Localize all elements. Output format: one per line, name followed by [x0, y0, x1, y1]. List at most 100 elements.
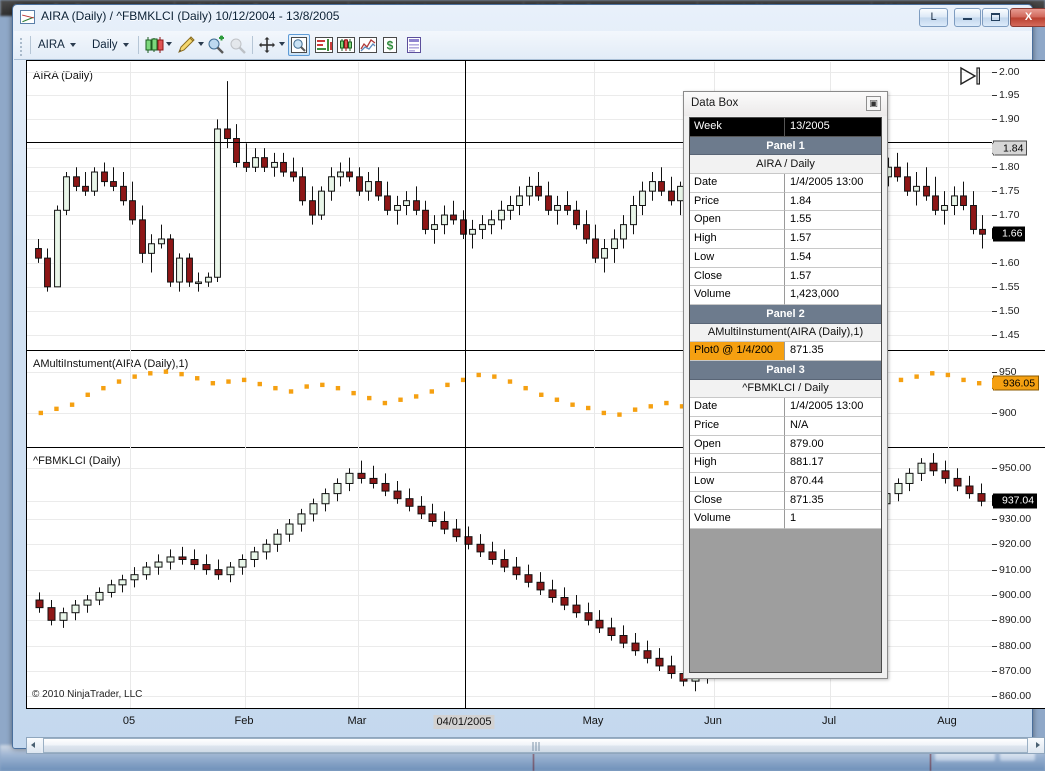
axis-tick-label: 1.55 [999, 281, 1020, 293]
data-box-key: Volume [690, 510, 785, 530]
axis-tick [992, 519, 997, 520]
data-box-key: Price [690, 417, 785, 436]
data-box-value: 1/4/2005 13:00 [785, 398, 881, 417]
data-box-value: 1.57 [785, 267, 881, 287]
data-box-row: Close 1.57 [690, 267, 881, 287]
data-box-row: Price N/A [690, 417, 881, 436]
data-box-key: High [690, 230, 785, 249]
data-box-key: Low [690, 248, 785, 268]
data-box-key: Low [690, 473, 785, 492]
axis-tick [992, 311, 997, 312]
data-box-row: Volume 1,423,000 [690, 286, 881, 305]
panel-3-label: ^FBMKLCI (Daily) [33, 455, 121, 467]
data-box-row: Date 1/4/2005 13:00 [690, 174, 881, 193]
end-of-data-icon [958, 66, 984, 86]
axis-tick-label: 1.45 [999, 329, 1020, 341]
data-box-instrument-row: AIRA / Daily [690, 155, 881, 175]
data-box-row: Volume 1 [690, 510, 881, 530]
minimize-button[interactable] [954, 8, 981, 27]
zoom-out-icon[interactable] [228, 35, 248, 55]
data-box-row: Date 1/4/2005 13:00 [690, 398, 881, 417]
background-decoration [0, 745, 1045, 771]
price-marker-label: 1.84 [1003, 142, 1024, 155]
close-icon[interactable]: ▣ [866, 96, 881, 111]
data-box-row: Price 1.84 [690, 192, 881, 212]
axis-tick [992, 167, 997, 168]
data-box-instrument-row: ^FBMKLCI / Daily [690, 379, 881, 399]
data-box-week-row: Week 13/2005 [690, 118, 881, 137]
panel-header-label: Panel 3 [766, 363, 805, 376]
instrument-label: AIRA / Daily [756, 158, 815, 171]
drawing-tools-dropdown-arrow[interactable] [198, 42, 204, 46]
scrollbar-thumb[interactable] [43, 738, 1028, 753]
data-box-row: High 881.17 [690, 454, 881, 474]
candlestick-style-icon[interactable] [144, 35, 164, 55]
instrument-overlay-icon[interactable] [336, 35, 356, 55]
axis-tick-label: 870.00 [999, 665, 1032, 677]
data-box-title-bar: Data Box ▣ [684, 92, 887, 116]
zoom-in-icon[interactable] [206, 35, 226, 55]
axis-tick-label: 860.00 [999, 690, 1032, 702]
data-box-key: Plot0 @ 1/4/200 [690, 342, 785, 361]
data-box-panel-header: Panel 1 [690, 136, 881, 156]
data-box-value: 1.55 [785, 211, 881, 231]
date-axis-label: Jul [821, 715, 837, 727]
interval-label: Daily [92, 39, 118, 51]
properties-icon[interactable] [404, 35, 424, 55]
axis-tick-label: 900.00 [999, 589, 1032, 601]
price-axis[interactable]: 2.00 1.95 1.90 1.80 1.75 1.70 1.60 1.55 1.50 1.45… [992, 60, 1045, 709]
crosshair-icon[interactable] [257, 35, 277, 55]
data-box-value: 870.44 [785, 473, 881, 492]
date-axis-label: Mar [347, 715, 367, 727]
indicator-icon[interactable] [358, 35, 378, 55]
axis-tick [992, 646, 997, 647]
restore-window-button[interactable]: L [919, 8, 948, 27]
horizontal-price-line [27, 142, 992, 143]
axis-tick-label: 920.00 [999, 538, 1032, 550]
drawing-pencil-icon[interactable] [176, 35, 196, 55]
panel-header-label: Panel 1 [766, 139, 805, 152]
data-box-panel[interactable]: Data Box ▣ Week 13/2005 Panel 1 AIRA / Dail… [683, 91, 888, 679]
date-axis-label: Feb [234, 715, 254, 727]
window-title: AIRA (Daily) / ^FBMKLCI (Daily) 10/12/20… [41, 9, 340, 23]
axis-tick [992, 95, 997, 96]
scroll-right-button[interactable] [1030, 738, 1044, 753]
crosshair-date-label: 04/01/2005 [433, 715, 495, 729]
panel-separator [27, 350, 992, 351]
dollar-icon[interactable]: $ [380, 35, 400, 55]
candlestick-style-dropdown-arrow[interactable] [166, 42, 172, 46]
axis-tick-label: 1.80 [999, 161, 1020, 173]
axis-tick-label: 1.60 [999, 257, 1020, 269]
toolbar-grip[interactable] [20, 38, 23, 56]
axis-tick [992, 570, 997, 571]
chart-area[interactable]: AIRA (Daily) AMultiInstument(AIRA (Daily… [26, 60, 1045, 735]
data-box-row: Low 870.44 [690, 473, 881, 492]
data-box-key: Date [690, 398, 785, 417]
axis-tick [992, 544, 997, 545]
data-box-value: 1.57 [785, 230, 881, 249]
close-button[interactable]: X [1010, 8, 1045, 27]
scroll-left-button[interactable] [27, 738, 41, 753]
crosshair-dropdown-arrow[interactable] [279, 42, 285, 46]
data-box-icon[interactable] [288, 34, 310, 56]
maximize-button[interactable] [982, 8, 1009, 27]
data-box-empty-area [690, 529, 881, 672]
axis-tick [992, 372, 997, 373]
date-axis: 05 Feb Mar 04/01/2005 May Jun Jul Aug [26, 710, 1045, 736]
chart-horizontal-scrollbar[interactable] [26, 737, 1045, 754]
data-box-key: Volume [690, 286, 785, 305]
data-box-value: 871.35 [785, 491, 881, 511]
axis-tick [992, 335, 997, 336]
crosshair-vertical-line [465, 61, 466, 708]
data-box-key: Date [690, 174, 785, 193]
interval-selector[interactable]: Daily [92, 36, 129, 54]
instrument-selector[interactable]: AIRA [38, 36, 76, 54]
data-box-value: 1.84 [785, 192, 881, 212]
window-title-bar: AIRA (Daily) / ^FBMKLCI (Daily) 10/12/20… [13, 5, 1045, 30]
instrument-label: ^FBMKLCI / Daily [742, 382, 829, 395]
axis-tick [992, 595, 997, 596]
order-entry-icon[interactable] [314, 35, 334, 55]
ninjatrader-chart-window: AIRA (Daily) / ^FBMKLCI (Daily) 10/12/20… [12, 4, 1045, 754]
axis-tick [992, 72, 997, 73]
data-box-row: Low 1.54 [690, 248, 881, 268]
